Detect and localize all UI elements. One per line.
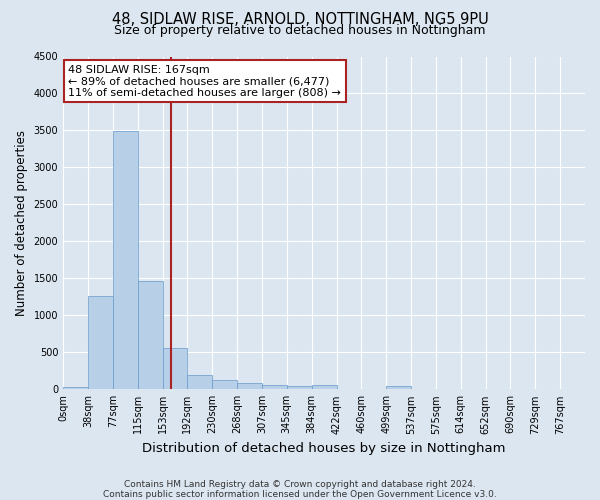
X-axis label: Distribution of detached houses by size in Nottingham: Distribution of detached houses by size …	[142, 442, 506, 455]
Text: Size of property relative to detached houses in Nottingham: Size of property relative to detached ho…	[114, 24, 486, 37]
Text: Contains HM Land Registry data © Crown copyright and database right 2024.
Contai: Contains HM Land Registry data © Crown c…	[103, 480, 497, 499]
Bar	[386, 386, 411, 390]
Text: 48, SIDLAW RISE, ARNOLD, NOTTINGHAM, NG5 9PU: 48, SIDLAW RISE, ARNOLD, NOTTINGHAM, NG5…	[112, 12, 488, 28]
Bar	[187, 374, 212, 390]
Bar	[262, 385, 287, 390]
Text: 48 SIDLAW RISE: 167sqm
← 89% of detached houses are smaller (6,477)
11% of semi-: 48 SIDLAW RISE: 167sqm ← 89% of detached…	[68, 65, 341, 98]
Bar	[212, 380, 237, 390]
Bar	[138, 280, 163, 390]
Bar	[237, 384, 262, 390]
Bar	[287, 386, 311, 390]
Bar	[63, 387, 88, 390]
Bar	[88, 296, 113, 390]
Bar	[113, 131, 138, 390]
Bar	[163, 348, 187, 390]
Bar	[311, 385, 337, 390]
Y-axis label: Number of detached properties: Number of detached properties	[15, 130, 28, 316]
